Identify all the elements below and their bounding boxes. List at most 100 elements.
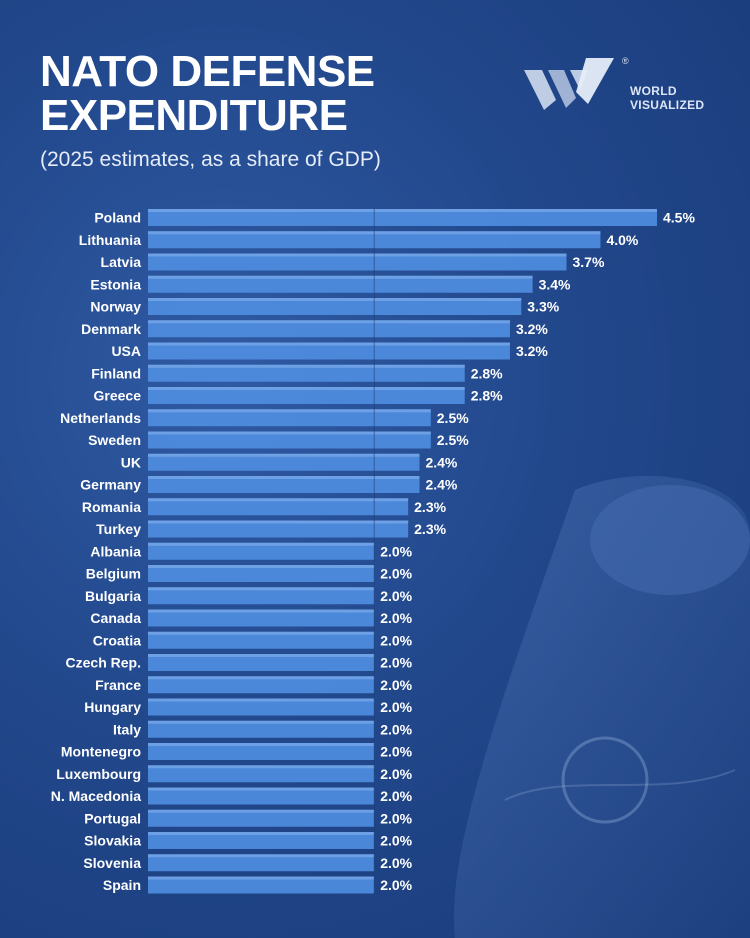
bar	[148, 876, 375, 894]
category-label: Albania	[90, 543, 141, 559]
bar-highlight	[148, 565, 375, 568]
value-label: 2.0%	[380, 699, 412, 715]
bars-layer	[148, 209, 657, 894]
bar	[148, 720, 375, 738]
value-label: 2.0%	[380, 543, 412, 559]
bar	[148, 631, 375, 649]
category-label: Lithuania	[79, 232, 141, 248]
bar	[148, 587, 375, 605]
bar	[148, 453, 420, 471]
bar	[148, 765, 375, 783]
bar-highlight	[148, 609, 375, 613]
category-label: Italy	[113, 721, 141, 737]
value-label: 3.3%	[527, 299, 559, 315]
bar	[148, 409, 431, 427]
value-label: 2.0%	[380, 610, 412, 626]
bar-highlight	[148, 253, 567, 257]
bar-highlight	[148, 631, 375, 635]
bar-highlight	[148, 765, 375, 769]
category-label: Estonia	[90, 276, 141, 292]
chart-subtitle: (2025 estimates, as a share of GDP)	[40, 148, 381, 171]
wv-logo-icon: ®	[524, 56, 629, 110]
bar	[148, 854, 375, 872]
category-label: Belgium	[86, 566, 141, 582]
category-label: Romania	[82, 499, 141, 515]
value-label: 4.0%	[606, 232, 638, 248]
world-visualized-logo: ® WORLD VISUALIZED	[522, 52, 722, 112]
category-label: Denmark	[81, 321, 141, 337]
registered-mark: ®	[622, 56, 629, 66]
title-line-2: EXPENDITURE	[40, 91, 348, 140]
bar	[148, 275, 533, 293]
bar-highlight	[148, 876, 375, 880]
value-label: 2.0%	[380, 677, 412, 693]
value-label: 2.3%	[414, 499, 446, 515]
value-label: 2.0%	[380, 655, 412, 671]
value-label: 2.4%	[425, 454, 457, 470]
bar-highlight	[148, 387, 465, 390]
value-label: 2.0%	[380, 833, 412, 849]
page-title: NATO DEFENSE EXPENDITURE	[40, 50, 375, 138]
bar-highlight	[148, 320, 510, 324]
value-label: 2.0%	[380, 810, 412, 826]
bar	[148, 342, 510, 360]
bar	[148, 364, 465, 382]
category-label: Czech Rep.	[66, 655, 141, 671]
value-label: 2.0%	[380, 766, 412, 782]
bar-highlight	[148, 698, 375, 702]
value-label: 2.0%	[380, 855, 412, 871]
value-label: 2.0%	[380, 632, 412, 648]
bar	[148, 298, 522, 315]
bar-highlight	[148, 676, 375, 680]
bar	[148, 809, 375, 827]
bar	[148, 431, 431, 449]
category-label: Bulgaria	[85, 588, 141, 604]
bar	[148, 520, 409, 538]
bar-highlight	[148, 542, 375, 546]
value-label: 3.4%	[539, 276, 571, 292]
category-label: Germany	[80, 477, 141, 493]
bar	[148, 542, 375, 560]
category-label: Netherlands	[60, 410, 141, 426]
category-label: Sweden	[88, 432, 141, 448]
category-label: Turkey	[96, 521, 141, 537]
category-label: Norway	[90, 299, 141, 315]
category-label: Latvia	[101, 254, 142, 270]
bar-highlight	[148, 453, 420, 457]
title-line-1: NATO DEFENSE	[40, 47, 375, 96]
bar-highlight	[148, 431, 431, 435]
value-label: 2.5%	[437, 410, 469, 426]
bar-highlight	[148, 209, 657, 212]
bar-highlight	[148, 298, 522, 301]
bar-highlight	[148, 342, 510, 346]
bar-highlight	[148, 275, 533, 279]
value-label: 2.3%	[414, 521, 446, 537]
bar-highlight	[148, 476, 420, 479]
category-label: France	[95, 677, 141, 693]
value-label: 4.5%	[663, 210, 695, 226]
value-labels: 4.5%4.0%3.7%3.4%3.3%3.2%3.2%2.8%2.8%2.5%…	[380, 210, 695, 894]
value-label: 2.0%	[380, 588, 412, 604]
category-label: Finland	[91, 365, 141, 381]
value-label: 2.4%	[425, 477, 457, 493]
bar	[148, 609, 375, 627]
category-label: Luxembourg	[56, 766, 141, 782]
bar-highlight	[148, 743, 375, 746]
bar	[148, 320, 510, 338]
logo-text: WORLD VISUALIZED	[630, 84, 704, 112]
bar	[148, 209, 657, 226]
category-label: UK	[121, 454, 141, 470]
bar	[148, 387, 465, 404]
bar-highlight	[148, 720, 375, 724]
bar-highlight	[148, 409, 431, 413]
value-label: 2.0%	[380, 788, 412, 804]
bar	[148, 476, 420, 493]
category-label: Poland	[94, 210, 141, 226]
category-label: Spain	[103, 877, 141, 893]
value-label: 3.2%	[516, 343, 548, 359]
bar-highlight	[148, 364, 465, 368]
bar-highlight	[148, 654, 375, 657]
bar-highlight	[148, 832, 375, 835]
bar	[148, 832, 375, 849]
